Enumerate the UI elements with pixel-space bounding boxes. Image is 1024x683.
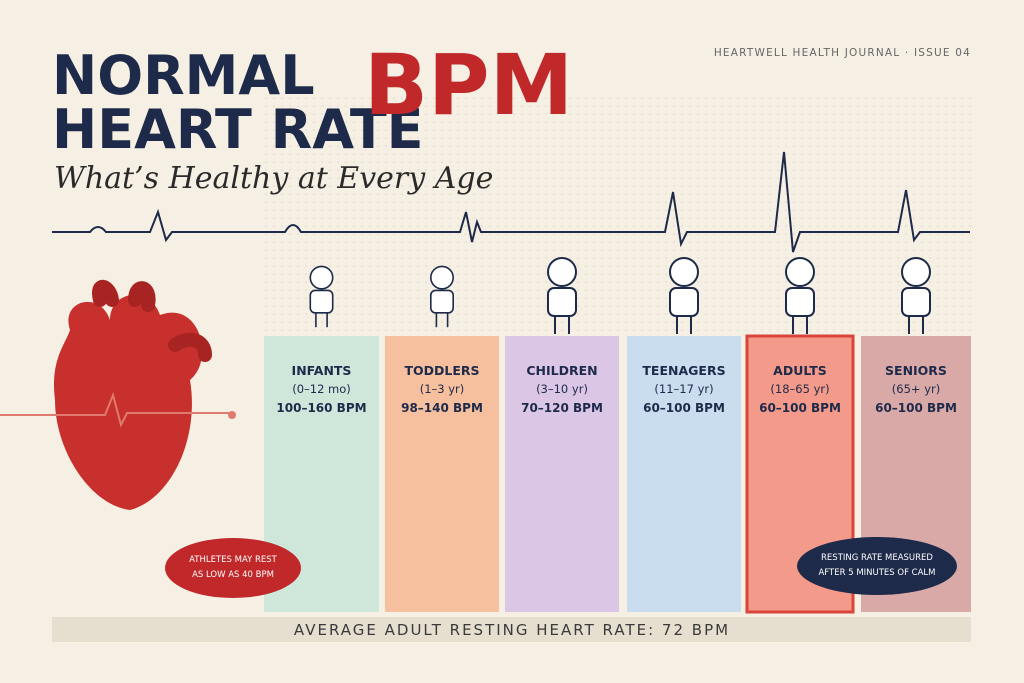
icon-head [429, 265, 455, 290]
callout-text: RESTING RATE MEASURED [821, 553, 933, 563]
person-icon [901, 257, 931, 334]
group-range: 60–100 BPM [875, 401, 957, 415]
callout-text: AFTER 5 MINUTES OF CALM [818, 568, 935, 578]
callout [165, 538, 301, 598]
group-ages: (3–10 yr) [536, 382, 588, 396]
icon-head [785, 257, 815, 287]
grid-texture [264, 95, 971, 335]
age-column [505, 336, 619, 612]
heart [0, 279, 236, 510]
icon-head [669, 257, 699, 287]
icon-head [309, 265, 334, 290]
group-range: 60–100 BPM [759, 401, 841, 415]
person-icon [547, 257, 577, 334]
subtitle: What’s Healthy at Every Age [54, 161, 493, 196]
icon-head [901, 257, 931, 287]
title-line: NORMAL [52, 44, 315, 107]
group-name: TEENAGERS [642, 363, 725, 378]
group-ages: (0–12 mo) [292, 382, 351, 396]
person-icon [309, 265, 334, 328]
title-line: HEART RATE [52, 98, 424, 161]
publication: HEARTWELL HEALTH JOURNAL · ISSUE 04 [714, 47, 971, 59]
icon-body [669, 287, 699, 317]
icon-body [547, 287, 577, 317]
icon-body [785, 287, 815, 317]
group-range: 100–160 BPM [276, 401, 366, 415]
icon-body [309, 289, 334, 314]
group-ages: (18–65 yr) [770, 382, 829, 396]
group-ages: (11–17 yr) [654, 382, 713, 396]
callout-text: AS LOW AS 40 BPM [192, 570, 274, 580]
person-icon [785, 257, 815, 334]
group-name: TODDLERS [404, 363, 479, 378]
icon-body [901, 287, 931, 317]
person-icon [669, 257, 699, 334]
group-ages: (1–3 yr) [420, 382, 465, 396]
ecg-line [52, 151, 970, 253]
icon-body [429, 289, 455, 314]
group-range: 70–120 BPM [521, 401, 603, 415]
footer-bar [52, 617, 971, 642]
group-name: ADULTS [773, 363, 827, 378]
group-ages: (65+ yr) [892, 382, 940, 396]
group-range: 98–140 BPM [401, 401, 483, 415]
group-range: 60–100 BPM [643, 401, 725, 415]
callout [797, 537, 957, 595]
footer: AVERAGE ADULT RESTING HEART RATE: 72 BPM [294, 621, 730, 639]
age-column [627, 336, 741, 612]
group-name: SENIORS [885, 363, 947, 378]
person-icon [429, 265, 455, 328]
icon-head [547, 257, 577, 287]
group-name: CHILDREN [526, 363, 597, 378]
callout-text: ATHLETES MAY REST [189, 555, 278, 565]
age-column [385, 336, 499, 612]
group-name: INFANTS [292, 363, 352, 378]
title-accent: BPM [364, 36, 573, 134]
